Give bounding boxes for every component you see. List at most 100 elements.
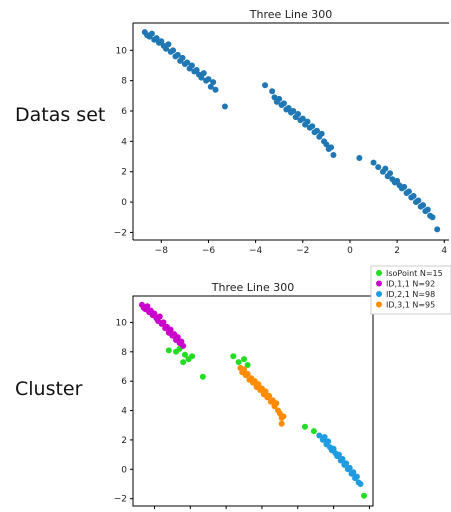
x-tick-label: 0	[347, 246, 353, 256]
data-point	[353, 473, 360, 480]
y-tick-label: 8	[121, 348, 127, 358]
data-point	[172, 348, 179, 355]
chart-title: Three Line 300	[211, 281, 294, 294]
y-tick-label: 2	[121, 168, 127, 178]
data-point	[165, 41, 172, 48]
data-point	[299, 115, 306, 122]
legend-marker	[376, 270, 382, 276]
legend-marker	[376, 291, 382, 297]
data-point	[255, 381, 262, 388]
data-point	[188, 62, 195, 69]
y-tick-label: 4	[121, 407, 127, 417]
data-point	[330, 152, 337, 159]
chart-title: Three Line 300	[249, 8, 332, 21]
data-point	[276, 95, 283, 102]
cluster-row-label: Cluster	[15, 378, 83, 400]
data-point	[158, 38, 165, 45]
data-point	[241, 366, 248, 373]
data-point	[410, 192, 417, 199]
series-3	[316, 432, 364, 487]
data-point	[199, 373, 206, 380]
legend-label: IsoPoint N=15	[386, 269, 443, 278]
data-point	[313, 127, 320, 134]
y-tick-label: 0	[121, 198, 127, 208]
y-tick-label: −2	[114, 228, 127, 238]
legend-marker	[376, 301, 382, 308]
x-tick-label: −4	[249, 246, 263, 256]
data-point	[207, 83, 214, 90]
data-point	[200, 70, 207, 77]
data-point	[310, 428, 317, 435]
y-tick-label: 10	[116, 318, 128, 328]
data-point	[361, 492, 368, 499]
data-point	[174, 51, 181, 58]
data-point	[325, 438, 332, 445]
data-point	[370, 159, 377, 166]
data-point	[266, 392, 273, 399]
legend-label: ID,2,1 N=98	[386, 290, 435, 299]
data-point	[180, 342, 187, 349]
data-point	[174, 334, 181, 341]
x-tick-label: −6	[202, 246, 216, 256]
data-point	[221, 103, 228, 110]
data-point	[180, 359, 187, 366]
data-point	[212, 86, 219, 93]
data-point	[323, 141, 330, 148]
data-point	[285, 104, 292, 111]
data-point	[339, 456, 346, 463]
data-point	[321, 433, 328, 440]
data-point	[262, 82, 269, 89]
data-point	[205, 76, 212, 83]
data-point	[271, 94, 278, 101]
y-tick-label: 0	[121, 465, 127, 475]
data-point	[357, 480, 364, 487]
data-point	[429, 214, 436, 221]
data-point	[375, 164, 382, 171]
data-point	[163, 45, 170, 52]
y-tick-label: −2	[114, 495, 127, 505]
chart-1: Three Line 300 −8 −6 −4 −2 0 2 4 −2 0 2 4 6 8 10	[114, 8, 449, 256]
data-point	[210, 79, 217, 86]
legend-label: ID,1,1 N=92	[386, 280, 435, 289]
data-point	[290, 108, 297, 115]
data-point	[328, 144, 335, 151]
y-tick-label: 6	[121, 377, 127, 387]
legend-marker	[376, 280, 382, 287]
y-tick-label: 2	[121, 436, 127, 446]
x-tick-label: 4	[441, 246, 447, 256]
data-point	[346, 464, 353, 471]
data-point	[394, 177, 401, 184]
data-point	[309, 123, 316, 130]
data-point	[273, 400, 280, 407]
data-point	[434, 226, 441, 233]
legend-label: ID,3,1 N=95	[386, 301, 435, 310]
data-point	[262, 388, 269, 395]
data-point	[241, 356, 248, 363]
data-point	[198, 74, 205, 81]
data-point	[316, 432, 323, 439]
data-point	[153, 35, 160, 42]
series-2	[138, 301, 187, 349]
data-point	[144, 303, 151, 310]
data-point	[184, 59, 191, 66]
data-point	[244, 370, 251, 377]
data-point	[350, 469, 357, 476]
data-point	[189, 353, 196, 360]
data-point	[420, 202, 427, 209]
data-point	[230, 353, 237, 360]
chart-2: Three Line 300−8−6−4−2024−20246810IsoPoi…	[114, 265, 451, 509]
data-point	[335, 451, 342, 458]
data-point	[269, 88, 276, 95]
data-point	[318, 130, 325, 137]
series-1	[141, 29, 441, 233]
data-point	[301, 423, 308, 430]
dataset-row-label: Datas set	[15, 104, 106, 126]
data-point	[244, 362, 251, 369]
y-tick-label: 4	[121, 137, 127, 147]
data-point	[156, 313, 163, 320]
data-point	[235, 359, 242, 366]
series-4	[237, 364, 287, 427]
data-point	[181, 351, 188, 358]
